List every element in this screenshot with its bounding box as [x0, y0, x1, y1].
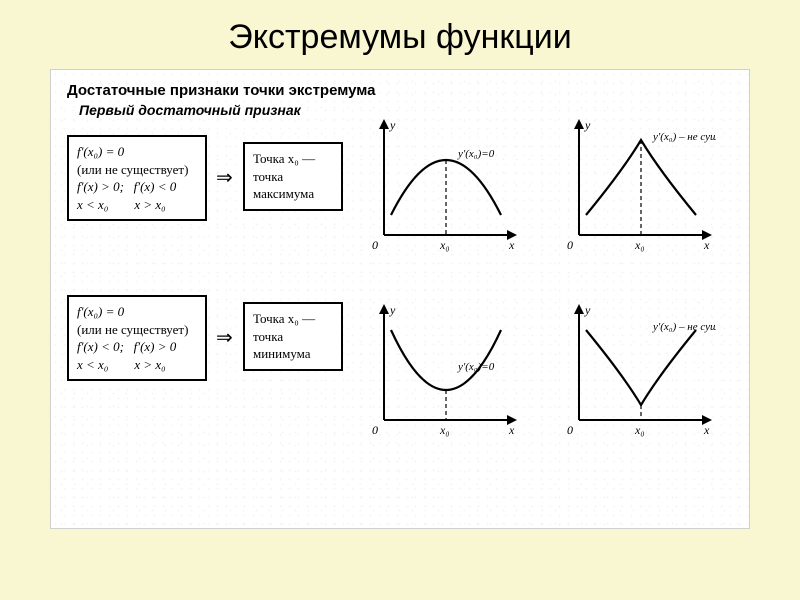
cond-max-l4a: x < x₀ — [77, 197, 108, 212]
res-min-l3: минимума — [253, 345, 333, 363]
arrow-max: ⇒ — [216, 165, 233, 190]
res-min-l1: Точка x₀ — — [253, 310, 333, 328]
condition-box-min: f'(x₀) = 0 (или не существует) f'(x) < 0… — [67, 295, 207, 381]
res-min-l2: точка — [253, 328, 333, 346]
page-title: Экстремумы функции — [0, 0, 800, 69]
arrow-min: ⇒ — [216, 325, 233, 350]
svg-text:x: x — [508, 238, 515, 252]
svg-text:y: y — [389, 303, 396, 317]
svg-text:0: 0 — [372, 423, 378, 437]
graph-max-cusp: y x 0 x₀ y'(x₀) – не сущ. — [561, 115, 716, 255]
cond-max-l1: f'(x₀) = 0 — [77, 144, 124, 159]
svg-text:x: x — [508, 423, 515, 437]
svg-text:y'(x₀) – не сущ.: y'(x₀) – не сущ. — [652, 321, 716, 333]
svg-text:x₀: x₀ — [634, 423, 645, 437]
res-max-l1: Точка x₀ — — [253, 150, 333, 168]
cond-min-l3a: f'(x) < 0; — [77, 339, 124, 354]
cond-max-l4b: x > x₀ — [134, 197, 165, 212]
svg-text:x₀: x₀ — [439, 238, 450, 252]
res-max-l2: точка — [253, 168, 333, 186]
svg-text:y: y — [584, 118, 591, 132]
svg-text:x: x — [703, 423, 710, 437]
svg-text:x₀: x₀ — [439, 423, 450, 437]
svg-text:0: 0 — [372, 238, 378, 252]
svg-text:0: 0 — [567, 238, 573, 252]
cond-max-l2: (или не существует) — [77, 161, 197, 179]
svg-text:y: y — [389, 118, 396, 132]
cond-max-l3b: f'(x) < 0 — [134, 179, 177, 194]
svg-text:x: x — [703, 238, 710, 252]
cond-min-l4b: x > x₀ — [134, 357, 165, 372]
graph-min-cusp: y x 0 x₀ y'(x₀) – не сущ. — [561, 300, 716, 440]
graph-min-smooth: y x 0 x₀ y'(x₀)=0 — [366, 300, 521, 440]
heading-sub: Первый достаточный признак — [79, 102, 301, 118]
svg-text:y'(x₀) – не сущ.: y'(x₀) – не сущ. — [652, 131, 716, 143]
graph-max-smooth: y x 0 x₀ y'(x₀)=0 — [366, 115, 521, 255]
svg-text:y'(x₀)=0: y'(x₀)=0 — [457, 148, 495, 160]
content-panel: Достаточные признаки точки экстремума Пе… — [50, 69, 750, 529]
cond-max-l3a: f'(x) > 0; — [77, 179, 124, 194]
svg-text:x₀: x₀ — [634, 238, 645, 252]
cond-min-l1: f'(x₀) = 0 — [77, 304, 124, 319]
svg-text:y'(x₀)=0: y'(x₀)=0 — [457, 361, 495, 373]
svg-text:y: y — [584, 303, 591, 317]
result-box-max: Точка x₀ — точка максимума — [243, 142, 343, 211]
svg-text:0: 0 — [567, 423, 573, 437]
condition-box-max: f'(x₀) = 0 (или не существует) f'(x) > 0… — [67, 135, 207, 221]
cond-min-l3b: f'(x) > 0 — [134, 339, 177, 354]
heading-main: Достаточные признаки точки экстремума — [67, 82, 376, 99]
cond-min-l2: (или не существует) — [77, 321, 197, 339]
res-max-l3: максимума — [253, 185, 333, 203]
cond-min-l4a: x < x₀ — [77, 357, 108, 372]
result-box-min: Точка x₀ — точка минимума — [243, 302, 343, 371]
